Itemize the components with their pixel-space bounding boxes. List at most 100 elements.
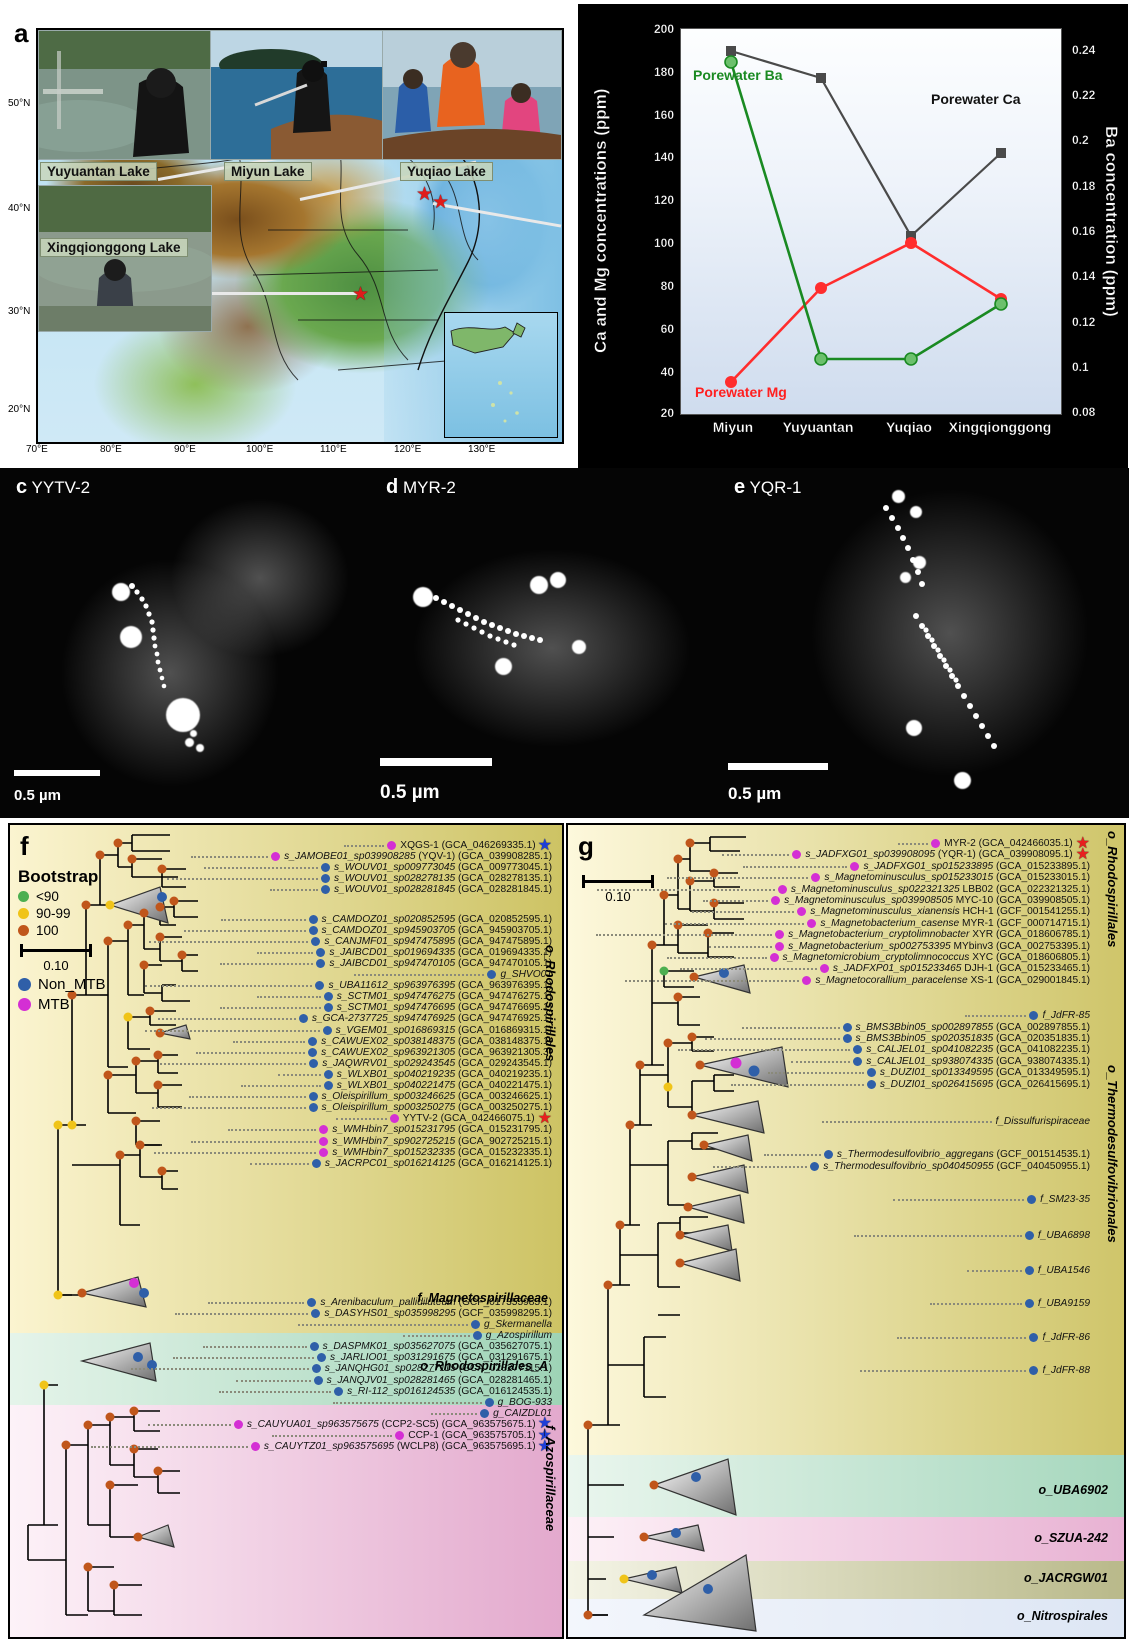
panel-e-scale-text: 0.5 µm <box>728 784 782 803</box>
leaf-connector-dots <box>665 922 805 925</box>
y2-tick-010: 0.1 <box>1072 360 1089 374</box>
non-mtb-tip-dot <box>334 1386 344 1396</box>
leaf-connector-dots <box>667 876 809 880</box>
band-rhodospirillales <box>10 825 562 1333</box>
leaf-label: s_Magnetobacterium_casense MYR-1 (GCF_00… <box>820 917 1090 929</box>
leaf-connector-dots <box>893 1198 1025 1202</box>
mtb-tip-dot <box>271 852 281 862</box>
tree-leaf-row: s_DASYHS01_sp035998295 (GCF_035998295.1) <box>175 1307 552 1320</box>
leaf-label: g_SHVO01 <box>500 969 552 980</box>
tree-leaf-row: f_UBA1546 <box>966 1264 1090 1277</box>
leaf-label: s_CAUYUA01_sp963575675 (CCP2-SC5) (GCA_9… <box>246 1418 536 1430</box>
panel-g-branches <box>583 836 789 1632</box>
non-mtb-tip-dot <box>308 914 318 924</box>
non-mtb-tip-dot <box>823 1150 833 1160</box>
non-mtb-tip-dot <box>853 1056 863 1066</box>
leaf-label: s_UBA11612_sp963976395 (GCA_963976395.1) <box>328 980 552 992</box>
leaf-label: CCP-1 (GCA_963575705.1) <box>408 1430 536 1441</box>
tree-leaf-row: s_DASPMK01_sp035627075 (GCA_035627075.1) <box>202 1340 552 1353</box>
leader-xingqionggong <box>156 292 364 295</box>
y2-tick-012: 0.12 <box>1072 315 1096 329</box>
non-mtb-tip-dot <box>311 1308 321 1318</box>
leaf-connector-dots <box>860 1369 1027 1373</box>
panel-f-rhodospirillales-tree: f Bootstrap <90 90-99 100 0.10 Non_MTB M… <box>8 823 564 1639</box>
map-star-beijing-1: ★ <box>416 184 434 205</box>
photo-label-yuyuantan: Yuyuantan Lake <box>40 162 157 181</box>
tree-leaf-row: s_JAQWRV01_sp029243545 (GCA_029243545.1) <box>160 1057 552 1070</box>
tree-leaf-row: s_Oleispirillum_sp003250275 (GCA_0032502… <box>151 1101 552 1114</box>
leaf-connector-dots <box>203 866 318 870</box>
non-mtb-tip-dot <box>308 1047 318 1057</box>
lon-tick-120e: 120°E <box>394 444 422 455</box>
blue-star-marker: ★ <box>537 1437 552 1455</box>
leaf-label: s_WMHbin7_sp015231795 (GCA_015231795.1) <box>332 1124 552 1136</box>
leaf-label: s_JANQJV01_sp028281465 (GCA_028281465.1) <box>326 1374 552 1386</box>
leaf-connector-dots <box>332 1401 482 1404</box>
leaf-connector-dots <box>709 945 773 948</box>
leaf-connector-dots <box>256 995 321 999</box>
legend-item-90-99: 90-99 <box>18 906 106 921</box>
mtb-tip-dot <box>395 1431 405 1440</box>
leaf-label: s_JAMOBE01_sp039908285 (YQV-1) (GCA_0399… <box>284 851 552 863</box>
mtb-tip-dot <box>811 873 821 883</box>
leaf-label: s_JAIBCD01_sp947470105 (GCA_947470105.1) <box>329 957 552 969</box>
leaf-label: s_JARLIO01_sp031291675 (GCA_031291675.1) <box>329 1352 552 1364</box>
panel-f-scale-value: 0.10 <box>43 958 69 973</box>
tree-leaf-row: s_Thermodesulfovibrio_aggregans (GCF_001… <box>763 1148 1090 1161</box>
leaf-label: s_WOUV01_sp028278135 (GCA_028278135.1) <box>333 873 552 885</box>
tree-leaf-row: f_Dissulfurispiraceae <box>822 1115 1090 1128</box>
panel-a-letter: a <box>14 18 29 48</box>
tree-leaf-row: CCP-1 (GCA_963575705.1) ★ <box>272 1427 552 1443</box>
leaf-label: s_Magnetomicrobium_cryptolimnococcus XYC… <box>782 952 1091 963</box>
non-mtb-tip-dot <box>480 1408 490 1418</box>
tree-leaf-row: f_JdFR-86 <box>897 1331 1090 1344</box>
tree-leaf-row: s_Magnetominusculus_sp039908505 MYC-10 (… <box>703 894 1090 907</box>
leaf-label: s_JADFXP01_sp015233465 DJH-1 (GCA_015233… <box>832 963 1090 975</box>
leaf-connector-dots <box>228 1128 317 1132</box>
leaf-label: s_Magnetominusculus_sp015233015 (GCA_015… <box>824 872 1090 884</box>
panel-f-group-rhodospirillales-a: o_Rhodospirillales_A <box>420 1359 548 1373</box>
tree-leaf-row: s_SCTM01_sp947476275 (GCA_947476275.1) <box>256 990 552 1003</box>
leaf-label: s_WOUV01_sp009773045 (GCA_009773045.1) <box>333 862 552 874</box>
non-mtb-tip-dot <box>842 1034 852 1043</box>
lon-tick-110e: 110°E <box>320 444 347 455</box>
tree-leaf-row: s_CAMDOZ01_sp020852595 (GCA_020852595.1) <box>220 913 552 926</box>
tree-leaf-row: s_Arenibaculum_pallidiluteum (GCF_017355… <box>208 1296 552 1309</box>
mtb-tip-dot <box>389 1114 399 1124</box>
leaf-label: f_SM23-35 <box>1040 1194 1090 1206</box>
panel-f-group-magnetospirillaceae: f_Magnetospirillaceae <box>417 1291 548 1305</box>
panel-e-tem: e YQR-1 0.5 µm <box>720 468 1129 818</box>
leaf-label: s_GCA-2737725_sp947476925 (GCA_947476925… <box>311 1013 552 1025</box>
mtb-tip-dot <box>233 1419 243 1429</box>
leaf-connector-dots <box>175 1312 309 1315</box>
leaf-connector-dots <box>704 1037 840 1040</box>
tree-leaf-row: s_JADFXG01_sp039908095 (YQR-1) (GCA_0399… <box>722 846 1090 862</box>
leaf-label: s_CALJEL01_sp041082235 (GCA_041082235.1) <box>866 1044 1090 1056</box>
lat-tick-30n: 30°N <box>8 306 31 317</box>
non-mtb-tip-dot <box>308 1092 318 1102</box>
panel-d-tem: d MYR-2 0.5 µm <box>372 468 720 818</box>
tree-leaf-row: s_GCA-2737725_sp947476925 (GCA_947476925… <box>157 1012 552 1025</box>
panel-g-group-jacrgw01: o_JACRGW01 <box>1023 1571 1108 1585</box>
tree-leaf-row: f_SM23-35 <box>893 1193 1090 1206</box>
tree-leaf-row: s_Magnetominusculus_xianensis HCH-1 (GCF… <box>692 905 1090 918</box>
chart-series-svg <box>724 46 1008 388</box>
non-mtb-tip-dot <box>472 1331 482 1341</box>
y2-tick-018: 0.18 <box>1072 179 1096 193</box>
panel-f-sidelabel-rhodospirillales: o_Rhodospirillales <box>543 945 558 1062</box>
non-mtb-tip-dot <box>322 1025 332 1035</box>
leaf-label: s_DASPMK01_sp035627075 (GCA_035627075.1) <box>322 1341 552 1353</box>
panel-f-scalebar <box>20 944 92 958</box>
leaf-connector-dots <box>679 967 817 971</box>
tree-leaf-row: s_VGEM01_sp016869315 (GCA_016869315.1) <box>144 1024 552 1037</box>
leaf-connector-dots <box>172 1356 314 1360</box>
non-mtb-tip-dot <box>853 1045 863 1055</box>
leaf-connector-dots <box>90 1445 248 1449</box>
non-mtb-tip-dot <box>309 1342 319 1352</box>
non-mtb-tip-dot <box>323 992 333 1002</box>
non-mtb-tip-dot <box>1024 1266 1034 1275</box>
y2-tick-016: 0.16 <box>1072 224 1096 238</box>
bootstrap-100-dot <box>18 925 29 936</box>
leaf-label: s_DUZI01_sp026415695 (GCA_026415695.1) <box>879 1078 1090 1090</box>
mtb-tip-dot <box>775 930 785 940</box>
